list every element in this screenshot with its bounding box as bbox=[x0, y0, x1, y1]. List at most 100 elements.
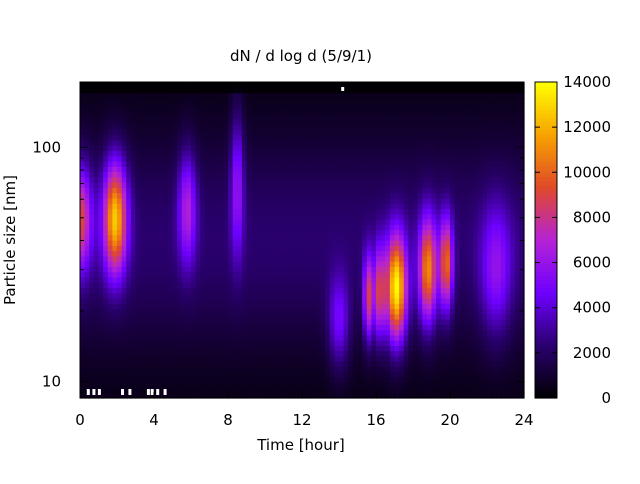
heatmap-cell bbox=[214, 297, 220, 304]
heatmap-cell bbox=[362, 376, 368, 383]
heatmap-cell bbox=[417, 224, 423, 231]
heatmap-cell bbox=[403, 292, 409, 299]
heatmap-cell bbox=[89, 324, 95, 331]
heatmap-cell bbox=[454, 292, 460, 299]
heatmap-cell bbox=[306, 197, 312, 204]
heatmap-cell bbox=[274, 292, 280, 299]
heatmap-cell bbox=[325, 150, 331, 157]
heatmap-cell bbox=[117, 287, 123, 294]
heatmap-cell bbox=[376, 97, 382, 104]
heatmap-cell bbox=[311, 187, 317, 194]
heatmap-cell bbox=[339, 197, 345, 204]
heatmap-cell bbox=[315, 392, 322, 399]
heatmap-cell bbox=[278, 166, 285, 173]
heatmap-cell bbox=[218, 208, 224, 215]
heatmap-cell bbox=[445, 97, 451, 104]
heatmap-cell bbox=[89, 255, 95, 262]
heatmap-cell bbox=[445, 218, 451, 225]
heatmap-cell bbox=[80, 134, 86, 141]
heatmap-cell bbox=[167, 150, 174, 157]
heatmap-cell bbox=[385, 139, 391, 146]
heatmap-cell bbox=[269, 229, 275, 236]
heatmap-cell bbox=[191, 97, 197, 104]
heatmap-cell bbox=[403, 287, 409, 294]
heatmap-cell bbox=[265, 313, 271, 320]
heatmap-cell bbox=[278, 292, 285, 299]
heatmap-cell bbox=[241, 271, 248, 278]
heatmap-cell bbox=[339, 82, 345, 88]
heatmap-cell bbox=[186, 340, 192, 346]
heatmap-cell bbox=[459, 166, 465, 173]
heatmap-cell bbox=[89, 187, 95, 194]
heatmap-cell bbox=[112, 113, 118, 120]
heatmap-cell bbox=[269, 361, 275, 367]
heatmap-cell bbox=[172, 139, 178, 146]
heatmap-cell bbox=[255, 308, 261, 315]
heatmap-cell bbox=[315, 382, 322, 389]
heatmap-cell bbox=[80, 376, 86, 383]
heatmap-cell bbox=[403, 192, 409, 199]
heatmap-cell bbox=[325, 218, 331, 225]
heatmap-cell bbox=[126, 97, 132, 104]
heatmap-cell bbox=[292, 308, 298, 315]
heatmap-cell bbox=[357, 308, 363, 315]
heatmap-cell bbox=[195, 161, 201, 167]
heatmap-cell bbox=[265, 255, 271, 262]
heatmap-cell bbox=[93, 255, 100, 262]
heatmap-cell bbox=[177, 124, 183, 130]
heatmap-cell bbox=[408, 282, 414, 288]
heatmap-cell bbox=[255, 392, 261, 399]
heatmap-cell bbox=[431, 87, 437, 94]
heatmap-cell bbox=[237, 313, 243, 320]
heatmap-cell bbox=[385, 124, 391, 130]
heatmap-cell bbox=[260, 166, 266, 173]
heatmap-cell bbox=[454, 171, 460, 178]
heatmap-cell bbox=[288, 129, 294, 136]
heatmap-cell bbox=[417, 282, 423, 288]
heatmap-cell bbox=[223, 229, 229, 236]
heatmap-cell bbox=[278, 366, 285, 373]
heatmap-cell bbox=[144, 287, 150, 294]
heatmap-cell bbox=[117, 361, 123, 367]
heatmap-cell bbox=[93, 287, 100, 294]
heatmap-cell bbox=[334, 82, 340, 88]
heatmap-cell bbox=[371, 229, 377, 236]
heatmap-cell bbox=[315, 355, 322, 362]
heatmap-cell bbox=[103, 255, 109, 262]
heatmap-cell bbox=[195, 392, 201, 399]
heatmap-cell bbox=[195, 271, 201, 278]
heatmap-cell bbox=[89, 387, 95, 394]
heatmap-cell bbox=[445, 329, 451, 336]
heatmap-cell bbox=[399, 250, 405, 257]
heatmap-cell bbox=[181, 129, 187, 136]
heatmap-cell bbox=[385, 255, 391, 262]
heatmap-cell bbox=[265, 382, 271, 389]
heatmap-cell bbox=[107, 234, 113, 241]
heatmap-cell bbox=[422, 87, 428, 94]
heatmap-cell bbox=[89, 82, 95, 88]
heatmap-cell bbox=[311, 208, 317, 215]
heatmap-cell bbox=[265, 108, 271, 115]
heatmap-cell bbox=[84, 392, 90, 399]
heatmap-cell bbox=[394, 192, 400, 199]
heatmap-cell bbox=[408, 108, 414, 115]
heatmap-cell bbox=[413, 329, 419, 336]
heatmap-cell bbox=[426, 297, 433, 304]
heatmap-cell bbox=[352, 350, 359, 357]
heatmap-cell bbox=[426, 255, 433, 262]
heatmap-cell bbox=[343, 382, 349, 389]
heatmap-cell bbox=[241, 108, 248, 115]
heatmap-cell bbox=[149, 197, 155, 204]
heatmap-cell bbox=[297, 92, 303, 99]
heatmap-cell bbox=[302, 113, 308, 120]
heatmap-cell bbox=[223, 108, 229, 115]
heatmap-cell bbox=[154, 276, 160, 283]
heatmap-cell bbox=[436, 324, 442, 331]
heatmap-cell bbox=[158, 234, 164, 241]
heatmap-cell bbox=[200, 240, 206, 246]
heatmap-cell bbox=[246, 118, 252, 125]
heatmap-cell bbox=[302, 176, 308, 183]
heatmap-cell bbox=[241, 182, 248, 188]
heatmap-cell bbox=[218, 387, 224, 394]
heatmap-cell bbox=[426, 176, 433, 183]
